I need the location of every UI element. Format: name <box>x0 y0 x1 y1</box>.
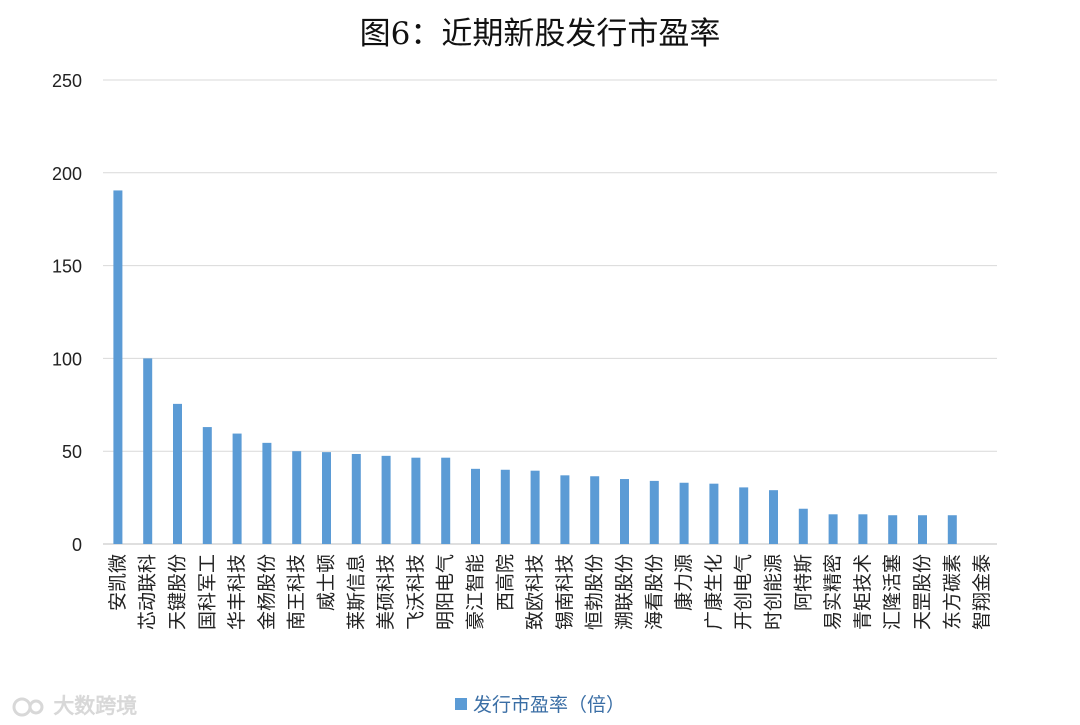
x-tick-label: 恒勃股份 <box>584 554 606 630</box>
bar <box>411 457 421 544</box>
y-axis-ticks: 0 50 100 150 200 250 <box>52 71 82 555</box>
bar <box>858 514 868 544</box>
bar <box>351 453 361 544</box>
bar <box>530 470 540 544</box>
bar <box>739 487 749 544</box>
bar <box>143 358 153 544</box>
x-tick-label: 莱斯信息 <box>345 554 367 630</box>
x-tick-label: 海看股份 <box>643 554 665 630</box>
x-tick-label: 美硕科技 <box>375 554 397 630</box>
bar <box>828 514 838 544</box>
x-tick-label: 易实精密 <box>822 554 844 630</box>
x-tick-label: 飞沃科技 <box>405 554 427 630</box>
watermark-logo-icon <box>12 697 44 717</box>
x-tick-label: 时创能源 <box>763 554 785 630</box>
x-tick-label: 华丰科技 <box>226 554 248 630</box>
chart-title: 图6：近期新股发行市盈率 <box>359 16 721 52</box>
bar <box>173 403 182 544</box>
bar <box>888 515 898 544</box>
legend-swatch <box>454 697 467 710</box>
x-tick-label: 安凯微 <box>107 554 129 611</box>
bar <box>292 451 302 544</box>
x-tick-label: 国科军工 <box>196 554 218 630</box>
y-tick-label: 0 <box>72 535 82 555</box>
bar <box>202 427 212 544</box>
legend-label: 发行市盈率（倍） <box>472 694 625 716</box>
bar <box>232 433 242 544</box>
x-tick-label: 溯联股份 <box>614 554 636 630</box>
bar <box>471 468 480 544</box>
y-tick-label: 150 <box>52 257 82 277</box>
bar <box>381 455 391 544</box>
x-tick-label: 开创电气 <box>733 554 755 630</box>
bar <box>679 482 689 544</box>
x-tick-label: 天罡股份 <box>912 554 934 630</box>
x-tick-label: 天键股份 <box>167 554 189 630</box>
x-tick-label: 广康生化 <box>703 554 725 630</box>
bar <box>918 515 927 544</box>
x-axis-ticks: 安凯微 芯动联科 天键股份 国科军工 华丰科技 金杨股份 南王科技 威士顿 莱斯信息 美硕科技 飞沃… <box>107 554 993 630</box>
x-tick-label: 南王科技 <box>286 554 308 630</box>
x-tick-label: 青矩技术 <box>852 554 874 630</box>
watermark: 大数跨境 <box>12 690 137 720</box>
bar <box>560 475 570 544</box>
bar <box>113 190 123 544</box>
x-tick-label: 阿特斯 <box>792 554 814 611</box>
bar <box>262 442 272 544</box>
y-tick-label: 50 <box>62 442 82 462</box>
x-tick-label: 豪江智能 <box>465 554 487 630</box>
bar <box>620 479 629 544</box>
bar <box>769 490 778 544</box>
bar <box>649 480 659 544</box>
x-tick-label: 明阳电气 <box>435 554 457 630</box>
x-tick-label: 锡南科技 <box>554 554 576 630</box>
bar <box>441 457 451 544</box>
x-tick-label: 智翔金泰 <box>971 554 993 630</box>
y-tick-label: 200 <box>52 164 82 184</box>
bar <box>947 515 957 544</box>
y-tick-label: 250 <box>52 71 82 91</box>
bar <box>322 452 331 544</box>
x-tick-label: 金杨股份 <box>256 554 278 630</box>
y-tick-label: 100 <box>52 349 82 369</box>
legend: 发行市盈率（倍） <box>0 690 1080 717</box>
bar <box>798 508 808 544</box>
bars <box>113 190 957 544</box>
x-tick-label: 康力源 <box>673 554 695 611</box>
x-tick-label: 东方碳素 <box>941 554 963 630</box>
bar <box>500 469 510 544</box>
x-tick-label: 汇隆活塞 <box>882 554 904 630</box>
watermark-text: 大数跨境 <box>53 694 138 718</box>
x-tick-label: 西高院 <box>494 554 516 611</box>
x-tick-label: 芯动联科 <box>137 554 159 630</box>
bar <box>590 476 600 544</box>
bar <box>709 483 719 544</box>
x-tick-label: 威士顿 <box>316 554 338 611</box>
gridlines <box>103 79 997 545</box>
x-tick-label: 致欧科技 <box>524 554 546 630</box>
